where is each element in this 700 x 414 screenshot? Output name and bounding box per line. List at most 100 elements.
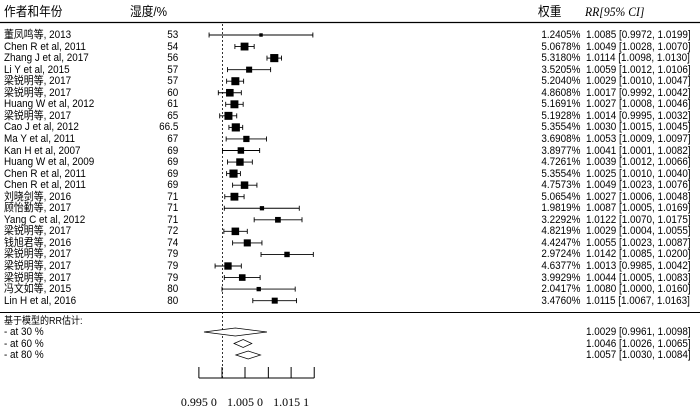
humidity-value: 80	[166, 283, 178, 296]
humidity-value: 60	[166, 86, 178, 99]
humidity-value: 69	[166, 167, 178, 180]
weight-value: 3.8977%	[540, 144, 580, 157]
rr-ci-value: 1.0039 [1.0012, 1.0066]	[586, 156, 691, 169]
point-estimate	[226, 88, 234, 97]
point-estimate	[256, 286, 261, 292]
weight-value: 5.3180%	[540, 52, 580, 65]
point-estimate	[246, 66, 253, 73]
point-estimate	[243, 239, 251, 247]
rr-ci-value: 1.0027 [1.0006, 1.0048]	[586, 190, 691, 203]
study-label: Huang W et al, 2012	[4, 98, 95, 111]
rr-ci-value: 1.0087 [1.0005, 1.0169]	[586, 202, 691, 215]
summary-rr-ci: 1.0046 [1.0026, 1.0065]	[586, 337, 691, 350]
rr-ci-value: 1.0044 [1.0005, 1.0083]	[586, 271, 691, 284]
humidity-value: 72	[166, 225, 178, 238]
humidity-value: 54	[166, 40, 178, 53]
summary-diamond	[203, 327, 268, 337]
study-label: 梁锐明等, 2017	[4, 260, 72, 272]
study-label: 梁锐明等, 2017	[4, 109, 72, 122]
point-estimate	[236, 158, 244, 166]
weight-value: 3.5205%	[540, 63, 580, 76]
rr-ci-value: 1.0029 [1.0004, 1.0055]	[586, 225, 691, 238]
point-estimate	[243, 135, 250, 143]
study-label: 顾怡勤等, 2017	[4, 202, 72, 215]
point-estimate	[259, 33, 263, 37]
study-label: 董凤鸣等, 2013	[4, 29, 72, 41]
rr-ci-value: 1.0049 [1.0023, 1.0076]	[586, 179, 691, 192]
study-label: Huang W et al, 2009	[4, 156, 95, 169]
study-label: Li Y et al, 2015	[4, 63, 70, 76]
summary-rr-ci: 1.0029 [0.9961, 1.0098]	[586, 326, 691, 338]
weight-value: 5.3554%	[540, 167, 580, 180]
weight-value: 5.1691%	[540, 98, 580, 111]
humidity-value: 53	[166, 29, 178, 41]
humidity-value: 80	[166, 294, 178, 307]
summary-diamond	[234, 350, 262, 360]
point-estimate	[270, 54, 279, 63]
study-label: Ma Y et al, 2011	[4, 132, 76, 145]
study-label: Yang C et al, 2012	[4, 213, 86, 226]
point-estimate	[231, 227, 240, 236]
rr-ci-value: 1.0030 [1.0015, 1.0045]	[586, 121, 691, 134]
study-label: 刘晓剑等, 2016	[4, 190, 72, 203]
x-tick-label: 1.005 0	[227, 395, 263, 409]
x-tick-label: 0.995 0	[181, 395, 217, 409]
humidity-value: 71	[166, 190, 178, 203]
rr-ci-value: 1.0027 [1.0008, 1.0046]	[586, 98, 691, 111]
rr-ci-value: 1.0115 [1.0067, 1.0163]	[586, 294, 690, 307]
humidity-value: 57	[166, 63, 178, 76]
study-label: 梁锐明等, 2017	[4, 271, 72, 284]
humidity-value: 57	[166, 75, 178, 88]
point-estimate	[229, 169, 238, 178]
rr-ci-value: 1.0142 [1.0085, 1.0200]	[586, 248, 691, 261]
rr-ci-value: 1.0041 [1.0001, 1.0082]	[586, 144, 691, 157]
weight-value: 5.0654%	[540, 190, 580, 203]
summary-label: - at 80 %	[4, 349, 44, 361]
weight-value: 4.6377%	[540, 260, 580, 272]
summary-rr-ci: 1.0057 [1.0030, 1.0084]	[586, 349, 691, 361]
study-label: Chen R et al, 2011	[4, 40, 86, 53]
rr-ci-value: 1.0049 [1.0028, 1.0070]	[586, 40, 691, 53]
study-label: 梁锐明等, 2017	[4, 225, 72, 238]
weight-value: 4.7261%	[540, 156, 580, 169]
rr-ci-value: 1.0059 [1.0012, 1.0106]	[586, 63, 691, 76]
point-estimate	[230, 192, 239, 201]
weight-value: 4.8219%	[540, 225, 580, 238]
weight-value: 5.3554%	[540, 121, 580, 134]
humidity-value: 65	[166, 109, 178, 122]
humidity-value: 69	[166, 156, 178, 169]
weight-value: 4.8608%	[540, 86, 580, 99]
summary-label: - at 60 %	[4, 337, 44, 350]
header-study: 作者和年份	[4, 4, 63, 19]
point-estimate	[238, 274, 246, 281]
study-label: Zhang J et al, 2017	[4, 52, 89, 65]
weight-value: 5.2040%	[540, 75, 580, 88]
humidity-value: 71	[166, 213, 178, 226]
study-label: Chen R et al, 2011	[4, 167, 86, 180]
rr-ci-value: 1.0013 [0.9985, 1.0042]	[586, 260, 691, 272]
weight-value: 1.2405%	[540, 29, 580, 41]
rr-ci-value: 1.0122 [1.0070, 1.0175]	[586, 213, 691, 226]
weight-value: 3.6908%	[540, 132, 580, 145]
humidity-value: 79	[166, 248, 178, 261]
humidity-value: 56	[166, 52, 178, 65]
rr-ci-value: 1.0080 [1.0000, 1.0160]	[586, 283, 691, 296]
rr-ci-value: 1.0014 [0.9995, 1.0032]	[586, 109, 691, 122]
humidity-value: 79	[166, 260, 178, 272]
header-humidity: 湿度/%	[130, 4, 168, 19]
summary-label: - at 30 %	[4, 326, 44, 338]
study-label: 梁锐明等, 2017	[4, 86, 72, 99]
weight-value: 5.0678%	[540, 40, 580, 53]
rr-ci-value: 1.0114 [1.0098, 1.0130]	[586, 52, 690, 65]
weight-value: 3.2292%	[540, 213, 580, 226]
weight-value: 5.1928%	[540, 109, 580, 122]
weight-value: 2.0417%	[540, 283, 580, 296]
summary-diamond	[233, 339, 253, 348]
study-label: 冯文如等, 2015	[4, 283, 72, 296]
rr-ci-value: 1.0055 [1.0023, 1.0087]	[586, 236, 691, 249]
humidity-value: 71	[166, 202, 178, 215]
weight-value: 3.9929%	[540, 271, 580, 284]
rr-ci-value: 1.0085 [0.9972, 1.0199]	[586, 29, 691, 41]
